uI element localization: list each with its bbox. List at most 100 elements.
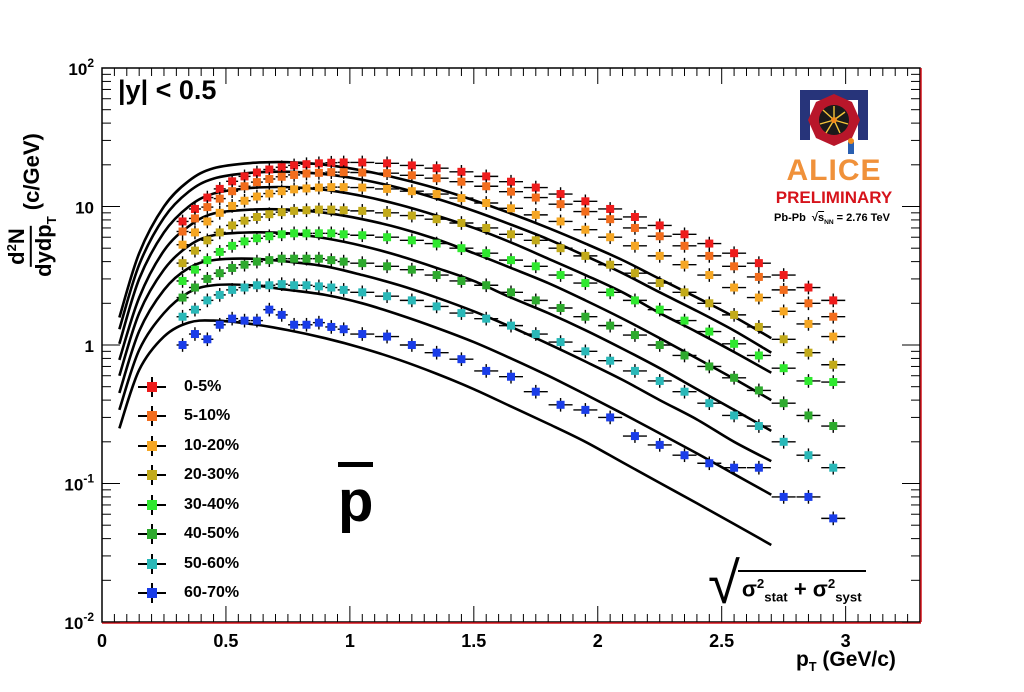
marker bbox=[407, 171, 416, 180]
marker bbox=[178, 259, 187, 268]
data-point bbox=[176, 338, 189, 352]
data-point bbox=[350, 228, 375, 243]
marker bbox=[507, 372, 515, 381]
data-point bbox=[647, 229, 672, 244]
data-point bbox=[176, 237, 189, 252]
legend-marker bbox=[138, 553, 166, 574]
marker bbox=[383, 292, 392, 301]
data-point bbox=[201, 233, 214, 248]
data-point bbox=[263, 207, 276, 222]
data-point bbox=[226, 184, 239, 199]
data-point bbox=[746, 256, 771, 270]
data-point bbox=[337, 283, 350, 297]
data-point bbox=[746, 460, 771, 475]
data-point bbox=[821, 460, 846, 475]
data-point bbox=[821, 329, 846, 344]
marker bbox=[680, 316, 689, 325]
data-point bbox=[548, 241, 573, 256]
legend-marker bbox=[138, 465, 166, 486]
data-point bbox=[573, 344, 598, 359]
marker bbox=[829, 463, 838, 472]
data-point bbox=[250, 313, 263, 328]
marker bbox=[302, 184, 311, 193]
marker bbox=[252, 192, 261, 201]
marker bbox=[358, 206, 367, 215]
data-point bbox=[771, 268, 796, 282]
marker bbox=[240, 283, 249, 292]
legend-item: 60-70% bbox=[138, 579, 298, 609]
data-point bbox=[523, 293, 548, 308]
marker bbox=[432, 302, 441, 311]
data-point bbox=[250, 231, 263, 246]
marker bbox=[215, 269, 224, 278]
marker bbox=[730, 283, 739, 292]
data-point bbox=[325, 280, 338, 295]
marker bbox=[339, 325, 348, 334]
marker bbox=[290, 206, 299, 215]
data-point bbox=[499, 369, 523, 384]
data-point bbox=[325, 165, 338, 179]
marker bbox=[531, 210, 540, 219]
marker bbox=[829, 360, 838, 369]
marker bbox=[215, 228, 224, 237]
marker bbox=[240, 316, 249, 325]
y-tick-label: 102 bbox=[68, 56, 94, 79]
data-point bbox=[300, 317, 313, 332]
legend-item: 30-40% bbox=[138, 490, 298, 520]
y-axis-label: d2N dydpT (c/GeV) bbox=[3, 133, 59, 277]
data-point bbox=[399, 184, 424, 199]
marker bbox=[302, 229, 311, 238]
data-point bbox=[312, 315, 325, 330]
marker bbox=[606, 288, 615, 297]
data-point bbox=[312, 279, 325, 294]
marker bbox=[507, 288, 515, 297]
marker bbox=[804, 376, 813, 385]
data-point bbox=[672, 239, 697, 253]
data-point bbox=[213, 225, 226, 240]
marker bbox=[178, 312, 187, 321]
marker bbox=[804, 299, 813, 308]
marker bbox=[190, 214, 199, 223]
marker bbox=[327, 256, 336, 265]
data-point bbox=[275, 205, 288, 219]
marker bbox=[531, 262, 540, 271]
marker bbox=[228, 201, 237, 210]
marker bbox=[252, 212, 261, 221]
marker bbox=[754, 463, 763, 472]
data-point bbox=[250, 254, 263, 269]
data-point bbox=[312, 180, 325, 195]
marker bbox=[507, 187, 515, 196]
marker bbox=[203, 274, 212, 283]
marker bbox=[581, 225, 590, 234]
marker bbox=[829, 332, 838, 341]
marker bbox=[630, 366, 639, 375]
marker bbox=[314, 205, 323, 214]
data-point bbox=[375, 329, 400, 344]
data-point bbox=[238, 193, 251, 208]
marker bbox=[507, 204, 515, 213]
marker bbox=[779, 271, 788, 280]
data-point bbox=[722, 460, 747, 475]
data-point bbox=[622, 293, 647, 308]
marker bbox=[190, 305, 199, 314]
data-point bbox=[598, 212, 623, 226]
data-point bbox=[474, 311, 499, 326]
data-point bbox=[821, 375, 846, 389]
data-point bbox=[672, 285, 697, 300]
marker bbox=[754, 386, 763, 395]
marker bbox=[203, 203, 212, 212]
data-point bbox=[399, 338, 424, 352]
data-point bbox=[796, 490, 821, 504]
marker bbox=[240, 216, 249, 225]
marker bbox=[705, 239, 714, 248]
marker bbox=[277, 254, 286, 263]
legend-marker bbox=[138, 376, 166, 397]
marker bbox=[581, 347, 590, 356]
legend-item: 10-20% bbox=[138, 431, 298, 461]
data-point bbox=[399, 233, 424, 248]
data-point bbox=[300, 203, 313, 218]
data-point bbox=[672, 348, 697, 363]
marker bbox=[327, 229, 336, 238]
marker bbox=[203, 296, 212, 305]
data-point bbox=[288, 278, 301, 293]
